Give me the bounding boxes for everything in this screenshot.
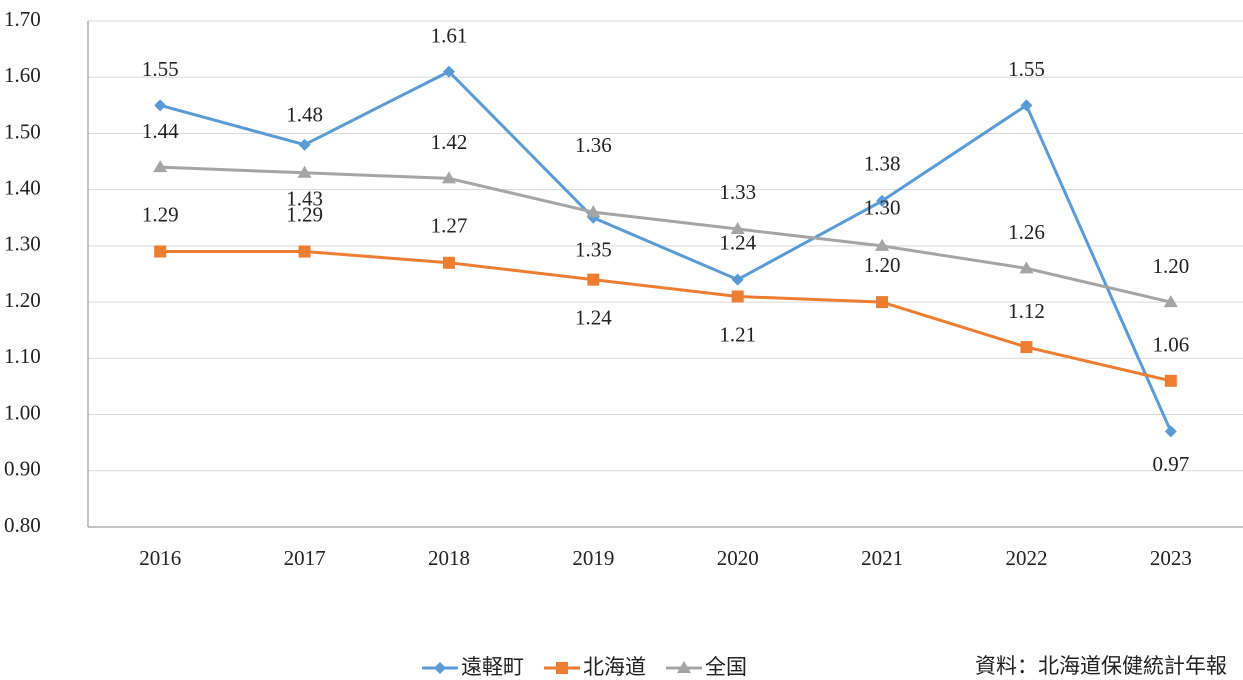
point	[298, 138, 311, 151]
point	[876, 296, 889, 309]
data-label: 1.36	[575, 133, 612, 157]
data-label: 1.55	[142, 57, 179, 81]
data-label: 1.29	[142, 202, 179, 226]
data-label: 1.06	[1152, 333, 1189, 357]
data-label: 1.35	[575, 238, 612, 262]
data-label: 1.20	[1152, 254, 1189, 278]
legend-marker	[434, 662, 446, 674]
series-line	[159, 69, 1173, 433]
point	[442, 256, 455, 269]
x-tick-label: 2021	[861, 546, 903, 570]
data-label: 1.26	[1008, 220, 1045, 244]
point	[1163, 295, 1178, 308]
series-line	[160, 250, 1172, 383]
y-tick-label: 1.00	[4, 400, 41, 424]
point	[442, 65, 455, 78]
data-label: 1.21	[719, 322, 756, 346]
x-tick-label: 2022	[1005, 546, 1047, 570]
point	[731, 273, 744, 286]
series-line	[160, 165, 1172, 304]
point	[1020, 99, 1033, 112]
y-tick-label: 1.40	[4, 175, 41, 199]
point	[154, 99, 167, 112]
y-tick-label: 1.20	[4, 288, 41, 312]
point	[586, 205, 601, 218]
y-tick-label: 1.10	[4, 344, 41, 368]
point	[297, 165, 312, 178]
x-tick-label: 2018	[428, 546, 470, 570]
y-tick-label: 1.30	[4, 232, 41, 256]
point	[731, 290, 744, 303]
y-tick-label: 1.70	[4, 7, 41, 31]
point	[587, 273, 600, 286]
data-label: 1.12	[1008, 299, 1045, 323]
x-tick-label: 2016	[139, 546, 181, 570]
data-label: 1.20	[864, 253, 901, 277]
data-label: 1.55	[1008, 57, 1045, 81]
data-label: 1.38	[864, 152, 901, 176]
x-tick-label: 2020	[717, 546, 759, 570]
point	[298, 245, 311, 258]
x-tick-label: 2023	[1150, 546, 1192, 570]
data-label: 1.30	[864, 196, 901, 220]
data-label: 1.33	[719, 180, 756, 204]
x-tick-label: 2017	[284, 546, 326, 570]
point	[1019, 261, 1034, 274]
point	[876, 194, 889, 207]
x-tick-label: 2019	[572, 546, 614, 570]
data-label: 1.27	[431, 214, 468, 238]
legend-label: 北海道	[583, 655, 646, 679]
data-label: 1.42	[431, 130, 468, 154]
y-tick-label: 1.60	[4, 63, 41, 87]
data-label: 1.48	[286, 103, 323, 127]
legend: 遠軽町 北海道 全国	[422, 655, 747, 679]
legend-marker	[677, 661, 691, 673]
y-tick-label: 0.90	[4, 457, 41, 481]
data-label: 1.44	[142, 119, 179, 143]
data-label: 1.29	[286, 202, 323, 226]
y-tick-label: 0.80	[4, 513, 41, 537]
point	[875, 238, 890, 251]
point	[153, 160, 168, 173]
data-label: 0.97	[1152, 452, 1189, 476]
source-note: 資料：北海道保健統計年報	[975, 654, 1227, 678]
legend-label: 遠軽町	[461, 655, 524, 679]
legend-label: 全国	[705, 655, 747, 679]
data-label: 1.61	[431, 23, 468, 47]
y-tick-label: 1.50	[4, 119, 41, 143]
point	[1020, 341, 1033, 354]
legend-marker	[556, 662, 568, 674]
data-label: 1.24	[575, 305, 612, 329]
data-label: 1.43	[286, 187, 323, 211]
point	[154, 245, 167, 258]
point	[1164, 374, 1177, 387]
data-label: 1.24	[719, 230, 756, 254]
point	[441, 171, 456, 184]
point	[1164, 425, 1177, 438]
point	[730, 222, 745, 235]
